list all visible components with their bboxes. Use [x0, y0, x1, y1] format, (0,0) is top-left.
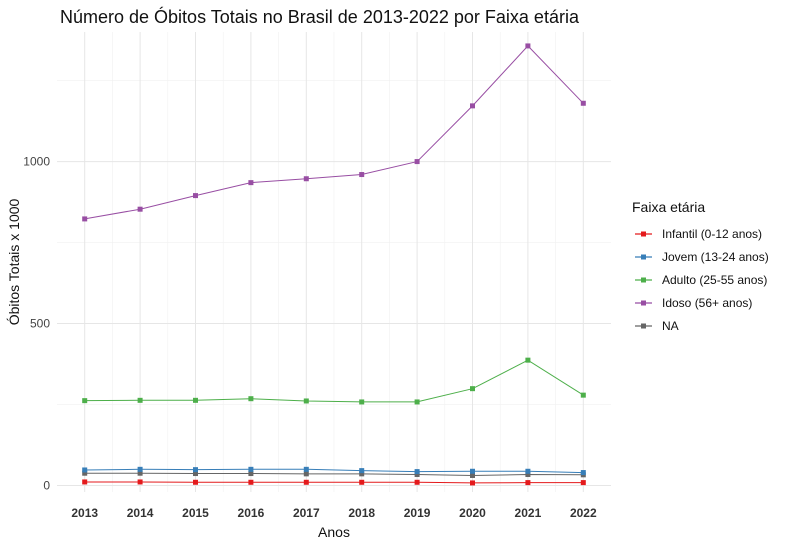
series-line [84, 45, 584, 220]
data-point [525, 43, 531, 49]
data-point [580, 480, 586, 486]
data-point [248, 471, 254, 477]
x-tick-label: 2016 [238, 506, 265, 520]
data-point [248, 466, 254, 472]
legend-item: Jovem (13-24 anos) [635, 250, 769, 264]
legend-key-point [641, 277, 646, 283]
legend-item: Idoso (56+ anos) [635, 296, 752, 310]
data-point [248, 396, 254, 402]
data-point [82, 470, 88, 476]
data-point [82, 216, 88, 222]
data-point [193, 193, 198, 199]
data-point [303, 479, 309, 485]
x-tick-label: 2014 [127, 506, 154, 520]
data-point [82, 467, 88, 473]
data-point [359, 471, 365, 477]
x-tick-label: 2022 [570, 506, 597, 520]
x-tick-label: 2013 [71, 506, 98, 520]
series-1 [82, 466, 586, 476]
data-point [414, 469, 420, 475]
legend-label: Jovem (13-24 anos) [662, 250, 769, 264]
series-2 [82, 357, 586, 405]
legend-label: Idoso (56+ anos) [662, 296, 752, 310]
data-point [470, 472, 475, 478]
series-0 [82, 479, 586, 486]
series-4 [82, 470, 586, 478]
data-point [137, 466, 143, 472]
legend-label: Infantil (0-12 anos) [662, 227, 762, 241]
data-point [470, 386, 475, 392]
y-tick-label: 500 [30, 317, 50, 331]
data-point [359, 468, 365, 474]
x-tick-label: 2017 [293, 506, 320, 520]
series-line [84, 359, 584, 403]
data-point [248, 180, 254, 186]
data-point [303, 471, 309, 477]
data-point [303, 398, 309, 404]
data-point [414, 479, 420, 485]
data-point [137, 397, 143, 403]
data-point [193, 479, 198, 485]
x-tick-label: 2020 [459, 506, 486, 520]
data-point [525, 357, 531, 363]
y-axis-title: Óbitos Totais x 1000 [6, 198, 22, 325]
legend-key-point [641, 323, 646, 329]
legend-item: Adulto (25-55 anos) [635, 273, 767, 287]
data-point [193, 397, 198, 403]
data-point [193, 471, 198, 477]
data-point [580, 100, 586, 106]
data-point [414, 472, 420, 478]
data-point [359, 479, 365, 485]
data-point [359, 172, 365, 178]
x-tick-label: 2019 [404, 506, 431, 520]
x-tick-label: 2015 [182, 506, 209, 520]
data-point [137, 479, 143, 485]
series-line [84, 481, 584, 484]
legend-item: NA [635, 319, 679, 333]
data-point [414, 399, 420, 405]
grid-layer [57, 32, 611, 492]
legend-items: Infantil (0-12 anos) Jovem (13-24 anos) Ad… [635, 227, 769, 333]
x-tick-label: 2018 [348, 506, 375, 520]
x-axis-title: Anos [318, 524, 350, 540]
data-point [470, 480, 475, 486]
series-3 [82, 43, 586, 222]
data-point [303, 466, 309, 472]
data-point [414, 159, 420, 165]
data-point [525, 468, 531, 474]
series-layer [82, 43, 586, 486]
legend-label: NA [662, 319, 679, 333]
legend-key-point [641, 231, 646, 237]
y-tick-label: 1000 [23, 155, 50, 169]
data-point [525, 472, 531, 478]
y-axis-ticks: 0 500 1000 [23, 155, 50, 493]
chart-title: Número de Óbitos Totais no Brasil de 201… [60, 6, 580, 27]
y-tick-label: 0 [43, 479, 50, 493]
legend-title: Faixa etária [632, 199, 705, 215]
legend-key-point [641, 300, 646, 306]
legend-label: Adulto (25-55 anos) [662, 273, 767, 287]
data-point [82, 479, 88, 485]
data-point [248, 479, 254, 485]
legend: Faixa etária Infantil (0-12 anos) Jovem (… [632, 199, 769, 333]
series-line [84, 472, 584, 477]
data-point [303, 176, 309, 182]
x-axis-ticks: 2013 2014 2015 2016 2017 2018 2019 2020 2021 2022 [71, 506, 597, 520]
data-point [137, 206, 143, 212]
data-point [359, 399, 365, 405]
data-point [137, 470, 143, 476]
data-point [580, 392, 586, 398]
legend-key-point [641, 254, 646, 260]
data-point [193, 467, 198, 473]
data-point [82, 398, 88, 404]
data-point [470, 103, 475, 109]
legend-item: Infantil (0-12 anos) [635, 227, 762, 241]
x-tick-label: 2021 [515, 506, 542, 520]
data-point [580, 470, 586, 476]
series-line [84, 468, 584, 474]
data-point [525, 480, 531, 486]
data-point [470, 468, 475, 474]
